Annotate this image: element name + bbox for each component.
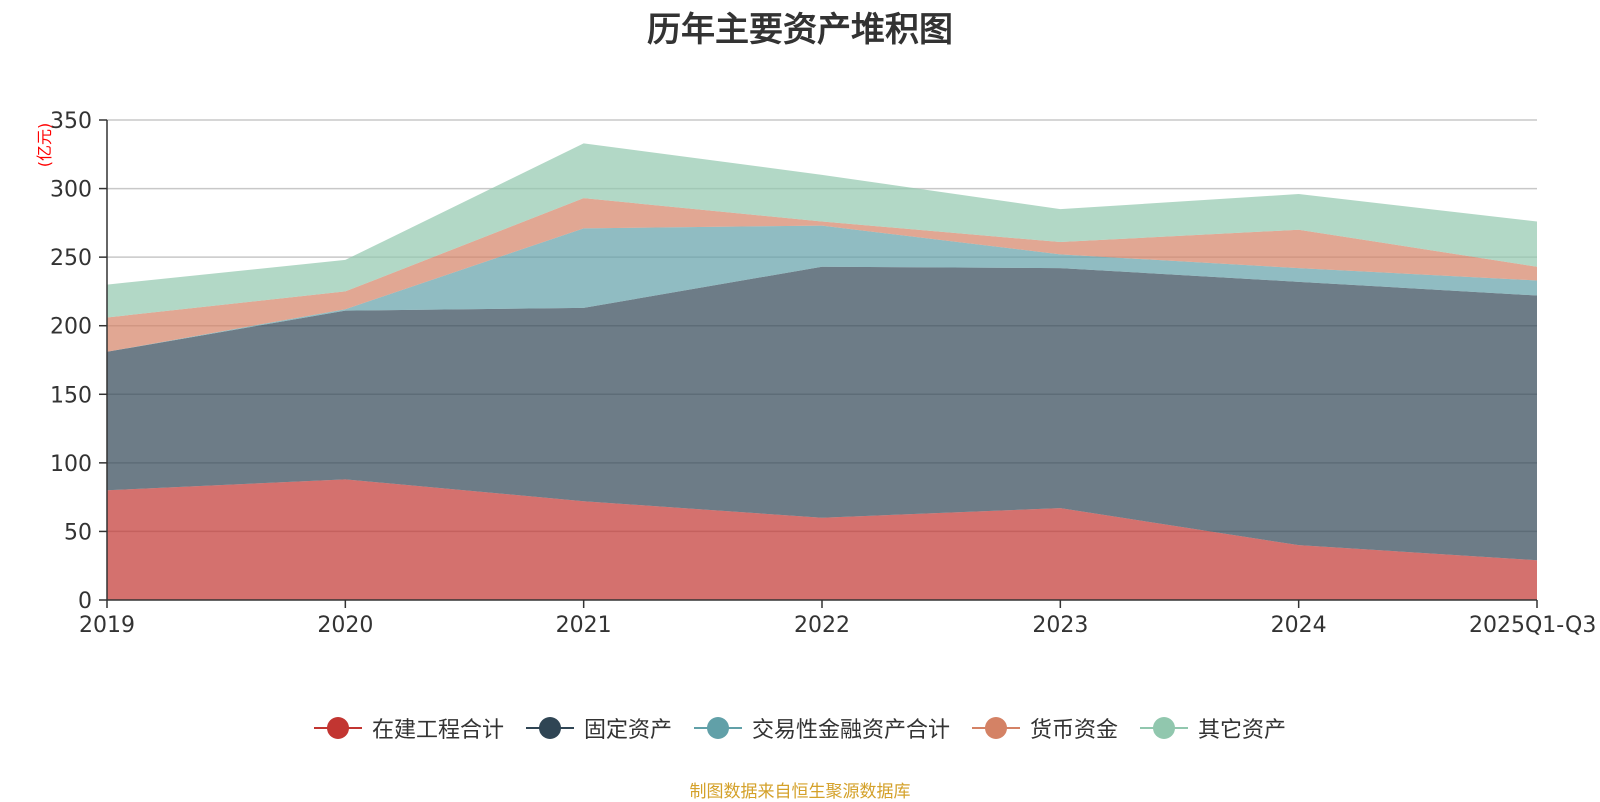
legend-label: 固定资产	[583, 718, 672, 743]
legend-marker-icon	[972, 716, 1020, 740]
legend-item-3[interactable]: 货币资金	[972, 712, 1118, 744]
x-tick-label: 2020	[317, 613, 373, 638]
legend-label: 货币资金	[1030, 718, 1119, 743]
x-tick-label: 2022	[794, 613, 850, 638]
legend-marker-icon	[313, 716, 362, 740]
y-tick-label: 200	[50, 315, 92, 340]
legend-label: 在建工程合计	[371, 718, 504, 743]
y-tick-label: 50	[64, 520, 92, 545]
y-tick-label: 0	[78, 589, 92, 614]
legend-marker-icon	[1140, 716, 1189, 740]
x-tick-label: 2025Q1-Q3	[1469, 613, 1596, 638]
area-series-2	[107, 225, 1537, 352]
area-series-1	[107, 266, 1537, 561]
y-tick-label: 100	[50, 452, 92, 477]
y-tick-label: 300	[50, 178, 92, 203]
legend-label: 交易性金融资产合计	[751, 718, 950, 743]
x-tick-label: 2019	[79, 613, 135, 638]
legend-item-4[interactable]: 其它资产	[1140, 712, 1286, 744]
x-tick-label: 2024	[1271, 613, 1327, 638]
y-tick-label: 350	[50, 109, 92, 134]
chart-title: 历年主要资产堆积图	[647, 10, 953, 50]
legend-item-1[interactable]: 固定资产	[525, 712, 672, 744]
legend-item-0[interactable]: 在建工程合计	[313, 712, 504, 744]
legend-item-2[interactable]: 交易性金融资产合计	[693, 712, 950, 744]
area-series-3	[107, 198, 1537, 352]
area-series-0	[107, 479, 1537, 600]
legend: 在建工程合计 固定资产 交易性金融资产合计 货币资金 其它资产	[0, 712, 1600, 744]
axes: 0 50 100 150 200 250 300 350 2019 2020 2021 2022 202…	[50, 109, 1596, 638]
y-tick-label: 250	[50, 246, 92, 271]
area-series-4	[107, 143, 1537, 318]
legend-marker-icon	[693, 716, 742, 740]
footer-note: 制图数据来自恒生聚源数据库	[689, 782, 911, 802]
area-series	[107, 143, 1537, 600]
y-tick-label: 150	[50, 383, 92, 408]
x-tick-label: 2021	[556, 613, 612, 638]
legend-marker-icon	[525, 716, 574, 740]
x-tick-label: 2023	[1032, 613, 1088, 638]
y-axis-unit-label: (亿元)	[35, 123, 54, 168]
legend-label: 其它资产	[1198, 718, 1287, 743]
